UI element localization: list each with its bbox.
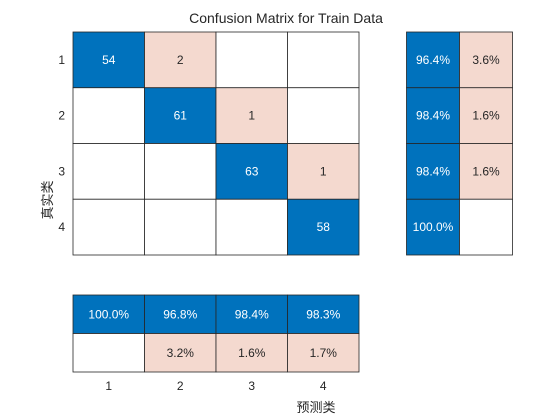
row-summary-correct-1 [406,31,460,89]
matrix-cell-r4-c4 [287,198,360,256]
matrix-cell-r3-c3 [215,143,288,200]
column-tick-1: 1 [105,379,112,393]
matrix-cell-r2-c3 [215,87,288,144]
column-summary-value-incorrect-2: 3.2% [167,346,195,360]
column-summary-incorrect-4 [287,333,360,373]
matrix-cell-r1-c2 [144,31,217,89]
column-summary-value-correct-4: 98.3% [306,307,340,321]
x-axis-label: 预测类 [296,401,335,416]
matrix-value-r3-c4: 1 [320,164,327,178]
matrix-value-r1-c2: 2 [177,53,184,67]
row-summary-correct-4 [406,198,460,256]
row-summary-grid: 96.4% 3.6% 98.4% 1.6% 98.4% 1.6% 100.0% [406,31,513,256]
row-summary-value-correct-4: 100.0% [413,220,454,234]
column-summary-correct-2 [144,294,217,334]
row-tick-2: 2 [58,109,65,123]
matrix-cell-r4-c2 [144,198,217,256]
matrix-cell-r2-c2 [144,87,217,144]
row-summary-correct-3 [406,143,460,200]
column-summary-value-correct-1: 100.0% [88,307,129,321]
matrix-cell-r2-c4 [287,87,360,144]
column-tick-labels: 1 2 3 4 [105,379,327,393]
matrix-cell-r3-c2 [144,143,217,200]
column-summary-correct-4 [287,294,360,334]
column-summary-incorrect-1 [72,333,145,373]
row-tick-4: 4 [58,220,65,234]
column-summary-value-correct-2: 96.8% [163,307,197,321]
column-summary-incorrect-2 [144,333,217,373]
row-summary-incorrect-2 [459,87,513,144]
matrix-cell-r1-c3 [215,31,288,89]
matrix-value-r1-c1: 54 [102,53,116,67]
matrix-cell-r3-c4 [287,143,360,200]
column-summary-value-correct-3: 98.4% [235,307,269,321]
matrix-cell-r2-c1 [72,87,145,144]
matrix-value-r2-c2: 61 [174,109,188,123]
column-tick-4: 4 [320,379,327,393]
chart-title: Confusion Matrix for Train Data [189,10,383,26]
matrix-value-r4-c4: 58 [317,220,331,234]
row-tick-3: 3 [58,164,65,178]
column-summary-grid: 100.0% 96.8% 3.2% 98.4% 1.6% 98.3% 1.7% [72,294,360,373]
row-summary-correct-2 [406,87,460,144]
column-summary-value-incorrect-4: 1.7% [310,346,338,360]
matrix-value-r2-c3: 1 [248,109,255,123]
column-summary-correct-3 [215,294,288,334]
row-summary-value-correct-1: 96.4% [416,53,450,67]
row-summary-value-correct-3: 98.4% [416,164,450,178]
row-summary-incorrect-4 [459,198,513,256]
matrix-cell-r1-c1 [72,31,145,89]
matrix-cell-r1-c4 [287,31,360,89]
column-summary-incorrect-3 [215,333,288,373]
column-tick-2: 2 [177,379,184,393]
matrix-value-r3-c3: 63 [245,164,259,178]
matrix-cell-r3-c1 [72,143,145,200]
row-summary-value-incorrect-2: 1.6% [472,109,500,123]
y-axis-label: 真实类 [41,180,56,219]
row-tick-1: 1 [58,53,65,67]
row-summary-value-incorrect-1: 3.6% [472,53,500,67]
row-tick-labels: 1 2 3 4 [58,53,65,234]
matrix-cell-r4-c3 [215,198,288,256]
column-tick-3: 3 [248,379,255,393]
row-summary-value-incorrect-3: 1.6% [472,164,500,178]
confusion-matrix-grid: 54 2 61 1 63 1 58 [72,31,360,256]
column-summary-value-incorrect-3: 1.6% [238,346,266,360]
matrix-cell-r4-c1 [72,198,145,256]
row-summary-value-correct-2: 98.4% [416,109,450,123]
